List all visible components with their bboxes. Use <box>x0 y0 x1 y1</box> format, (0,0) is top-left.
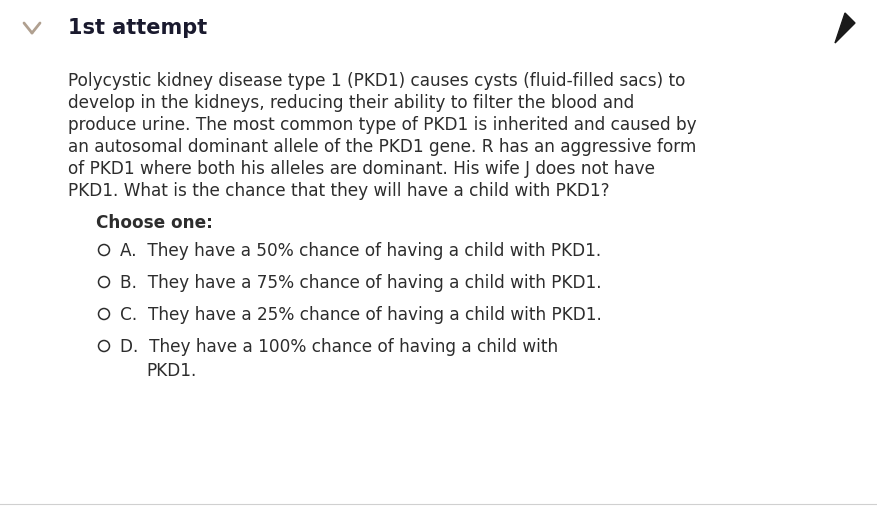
Text: Polycystic kidney disease type 1 (PKD1) causes cysts (fluid-filled sacs) to: Polycystic kidney disease type 1 (PKD1) … <box>68 72 685 90</box>
Text: D.  They have a 100% chance of having a child with: D. They have a 100% chance of having a c… <box>120 338 558 356</box>
Text: PKD1. What is the chance that they will have a child with PKD1?: PKD1. What is the chance that they will … <box>68 182 609 200</box>
Text: Choose one:: Choose one: <box>96 214 212 232</box>
Text: of PKD1 where both his alleles are dominant. His wife J does not have: of PKD1 where both his alleles are domin… <box>68 160 654 178</box>
Text: produce urine. The most common type of PKD1 is inherited and caused by: produce urine. The most common type of P… <box>68 116 695 134</box>
Text: A.  They have a 50% chance of having a child with PKD1.: A. They have a 50% chance of having a ch… <box>120 242 601 260</box>
Text: B.  They have a 75% chance of having a child with PKD1.: B. They have a 75% chance of having a ch… <box>120 274 601 292</box>
Text: an autosomal dominant allele of the PKD1 gene. R has an aggressive form: an autosomal dominant allele of the PKD1… <box>68 138 695 156</box>
Text: C.  They have a 25% chance of having a child with PKD1.: C. They have a 25% chance of having a ch… <box>120 306 602 324</box>
Text: 1st attempt: 1st attempt <box>68 18 207 38</box>
Polygon shape <box>834 13 854 43</box>
Text: PKD1.: PKD1. <box>146 362 196 380</box>
Text: develop in the kidneys, reducing their ability to filter the blood and: develop in the kidneys, reducing their a… <box>68 94 633 112</box>
